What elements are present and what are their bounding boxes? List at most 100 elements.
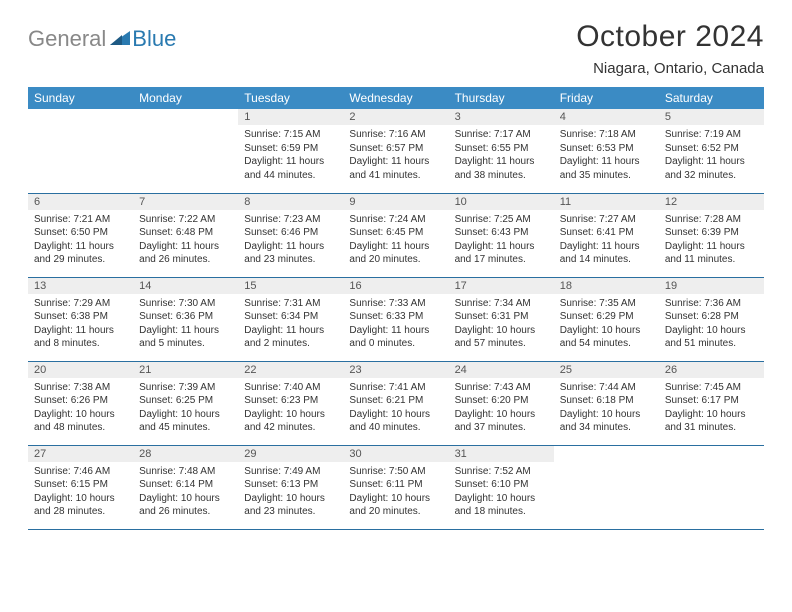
weekday-header: Monday bbox=[133, 87, 238, 109]
daylight-text: Daylight: 10 hours and 23 minutes. bbox=[244, 492, 337, 519]
weekday-header: Tuesday bbox=[238, 87, 343, 109]
sunset-text: Sunset: 6:39 PM bbox=[665, 226, 758, 240]
calendar-cell: 1Sunrise: 7:15 AMSunset: 6:59 PMDaylight… bbox=[238, 109, 343, 193]
day-details: Sunrise: 7:46 AMSunset: 6:15 PMDaylight:… bbox=[28, 462, 133, 523]
calendar-cell: 22Sunrise: 7:40 AMSunset: 6:23 PMDayligh… bbox=[238, 361, 343, 445]
sunrise-text: Sunrise: 7:46 AM bbox=[34, 465, 127, 479]
day-number: 13 bbox=[28, 278, 133, 294]
daylight-text: Daylight: 10 hours and 34 minutes. bbox=[560, 408, 653, 435]
calendar-cell: 28Sunrise: 7:48 AMSunset: 6:14 PMDayligh… bbox=[133, 445, 238, 529]
calendar-cell: 10Sunrise: 7:25 AMSunset: 6:43 PMDayligh… bbox=[449, 193, 554, 277]
calendar-cell: 6Sunrise: 7:21 AMSunset: 6:50 PMDaylight… bbox=[28, 193, 133, 277]
day-details: Sunrise: 7:45 AMSunset: 6:17 PMDaylight:… bbox=[659, 378, 764, 439]
sunset-text: Sunset: 6:29 PM bbox=[560, 310, 653, 324]
calendar-cell: 24Sunrise: 7:43 AMSunset: 6:20 PMDayligh… bbox=[449, 361, 554, 445]
day-details: Sunrise: 7:48 AMSunset: 6:14 PMDaylight:… bbox=[133, 462, 238, 523]
title-block: October 2024 Niagara, Ontario, Canada bbox=[576, 20, 764, 77]
day-number: 8 bbox=[238, 194, 343, 210]
sunrise-text: Sunrise: 7:29 AM bbox=[34, 297, 127, 311]
day-number: 30 bbox=[343, 446, 448, 462]
daylight-text: Daylight: 10 hours and 48 minutes. bbox=[34, 408, 127, 435]
sunset-text: Sunset: 6:21 PM bbox=[349, 394, 442, 408]
calendar-cell: 8Sunrise: 7:23 AMSunset: 6:46 PMDaylight… bbox=[238, 193, 343, 277]
day-details: Sunrise: 7:18 AMSunset: 6:53 PMDaylight:… bbox=[554, 125, 659, 186]
calendar-week-row: 6Sunrise: 7:21 AMSunset: 6:50 PMDaylight… bbox=[28, 193, 764, 277]
weekday-header: Friday bbox=[554, 87, 659, 109]
day-details: Sunrise: 7:31 AMSunset: 6:34 PMDaylight:… bbox=[238, 294, 343, 355]
sunset-text: Sunset: 6:57 PM bbox=[349, 142, 442, 156]
daylight-text: Daylight: 11 hours and 41 minutes. bbox=[349, 155, 442, 182]
daylight-text: Daylight: 10 hours and 57 minutes. bbox=[455, 324, 548, 351]
day-number: 21 bbox=[133, 362, 238, 378]
sunset-text: Sunset: 6:43 PM bbox=[455, 226, 548, 240]
sunset-text: Sunset: 6:46 PM bbox=[244, 226, 337, 240]
sunset-text: Sunset: 6:53 PM bbox=[560, 142, 653, 156]
calendar-cell: 19Sunrise: 7:36 AMSunset: 6:28 PMDayligh… bbox=[659, 277, 764, 361]
day-number: 28 bbox=[133, 446, 238, 462]
sunrise-text: Sunrise: 7:33 AM bbox=[349, 297, 442, 311]
calendar-week-row: 1Sunrise: 7:15 AMSunset: 6:59 PMDaylight… bbox=[28, 109, 764, 193]
daylight-text: Daylight: 11 hours and 32 minutes. bbox=[665, 155, 758, 182]
daylight-text: Daylight: 10 hours and 45 minutes. bbox=[139, 408, 232, 435]
logo: General Blue bbox=[28, 26, 176, 52]
weekday-header: Saturday bbox=[659, 87, 764, 109]
sunrise-text: Sunrise: 7:52 AM bbox=[455, 465, 548, 479]
sunset-text: Sunset: 6:41 PM bbox=[560, 226, 653, 240]
day-number: 4 bbox=[554, 109, 659, 125]
sunrise-text: Sunrise: 7:21 AM bbox=[34, 213, 127, 227]
weekday-header-row: SundayMondayTuesdayWednesdayThursdayFrid… bbox=[28, 87, 764, 109]
daylight-text: Daylight: 10 hours and 31 minutes. bbox=[665, 408, 758, 435]
day-number: 24 bbox=[449, 362, 554, 378]
weekday-header: Thursday bbox=[449, 87, 554, 109]
calendar-body: 1Sunrise: 7:15 AMSunset: 6:59 PMDaylight… bbox=[28, 109, 764, 529]
sunset-text: Sunset: 6:55 PM bbox=[455, 142, 548, 156]
day-details: Sunrise: 7:30 AMSunset: 6:36 PMDaylight:… bbox=[133, 294, 238, 355]
weekday-header: Wednesday bbox=[343, 87, 448, 109]
day-details: Sunrise: 7:50 AMSunset: 6:11 PMDaylight:… bbox=[343, 462, 448, 523]
calendar-cell: 17Sunrise: 7:34 AMSunset: 6:31 PMDayligh… bbox=[449, 277, 554, 361]
daylight-text: Daylight: 10 hours and 54 minutes. bbox=[560, 324, 653, 351]
day-number: 1 bbox=[238, 109, 343, 125]
header: General Blue October 2024 Niagara, Ontar… bbox=[28, 20, 764, 77]
day-number: 19 bbox=[659, 278, 764, 294]
day-number: 11 bbox=[554, 194, 659, 210]
sunrise-text: Sunrise: 7:27 AM bbox=[560, 213, 653, 227]
day-details: Sunrise: 7:38 AMSunset: 6:26 PMDaylight:… bbox=[28, 378, 133, 439]
day-details: Sunrise: 7:34 AMSunset: 6:31 PMDaylight:… bbox=[449, 294, 554, 355]
calendar-cell bbox=[659, 445, 764, 529]
day-number: 29 bbox=[238, 446, 343, 462]
daylight-text: Daylight: 11 hours and 29 minutes. bbox=[34, 240, 127, 267]
sunrise-text: Sunrise: 7:17 AM bbox=[455, 128, 548, 142]
daylight-text: Daylight: 11 hours and 44 minutes. bbox=[244, 155, 337, 182]
sunset-text: Sunset: 6:14 PM bbox=[139, 478, 232, 492]
day-details: Sunrise: 7:21 AMSunset: 6:50 PMDaylight:… bbox=[28, 210, 133, 271]
calendar-cell: 4Sunrise: 7:18 AMSunset: 6:53 PMDaylight… bbox=[554, 109, 659, 193]
sunrise-text: Sunrise: 7:44 AM bbox=[560, 381, 653, 395]
day-details: Sunrise: 7:41 AMSunset: 6:21 PMDaylight:… bbox=[343, 378, 448, 439]
day-number: 5 bbox=[659, 109, 764, 125]
calendar-cell: 21Sunrise: 7:39 AMSunset: 6:25 PMDayligh… bbox=[133, 361, 238, 445]
day-number: 22 bbox=[238, 362, 343, 378]
sunset-text: Sunset: 6:34 PM bbox=[244, 310, 337, 324]
sunrise-text: Sunrise: 7:39 AM bbox=[139, 381, 232, 395]
calendar-week-row: 20Sunrise: 7:38 AMSunset: 6:26 PMDayligh… bbox=[28, 361, 764, 445]
daylight-text: Daylight: 10 hours and 26 minutes. bbox=[139, 492, 232, 519]
sunrise-text: Sunrise: 7:36 AM bbox=[665, 297, 758, 311]
sunrise-text: Sunrise: 7:16 AM bbox=[349, 128, 442, 142]
daylight-text: Daylight: 11 hours and 23 minutes. bbox=[244, 240, 337, 267]
sunset-text: Sunset: 6:48 PM bbox=[139, 226, 232, 240]
sunrise-text: Sunrise: 7:22 AM bbox=[139, 213, 232, 227]
day-number: 10 bbox=[449, 194, 554, 210]
calendar-cell: 9Sunrise: 7:24 AMSunset: 6:45 PMDaylight… bbox=[343, 193, 448, 277]
calendar-cell: 29Sunrise: 7:49 AMSunset: 6:13 PMDayligh… bbox=[238, 445, 343, 529]
calendar-cell bbox=[28, 109, 133, 193]
day-details: Sunrise: 7:27 AMSunset: 6:41 PMDaylight:… bbox=[554, 210, 659, 271]
calendar-cell bbox=[133, 109, 238, 193]
sunset-text: Sunset: 6:15 PM bbox=[34, 478, 127, 492]
day-number: 6 bbox=[28, 194, 133, 210]
day-number: 25 bbox=[554, 362, 659, 378]
day-details: Sunrise: 7:33 AMSunset: 6:33 PMDaylight:… bbox=[343, 294, 448, 355]
sunrise-text: Sunrise: 7:19 AM bbox=[665, 128, 758, 142]
calendar-week-row: 27Sunrise: 7:46 AMSunset: 6:15 PMDayligh… bbox=[28, 445, 764, 529]
sunrise-text: Sunrise: 7:49 AM bbox=[244, 465, 337, 479]
